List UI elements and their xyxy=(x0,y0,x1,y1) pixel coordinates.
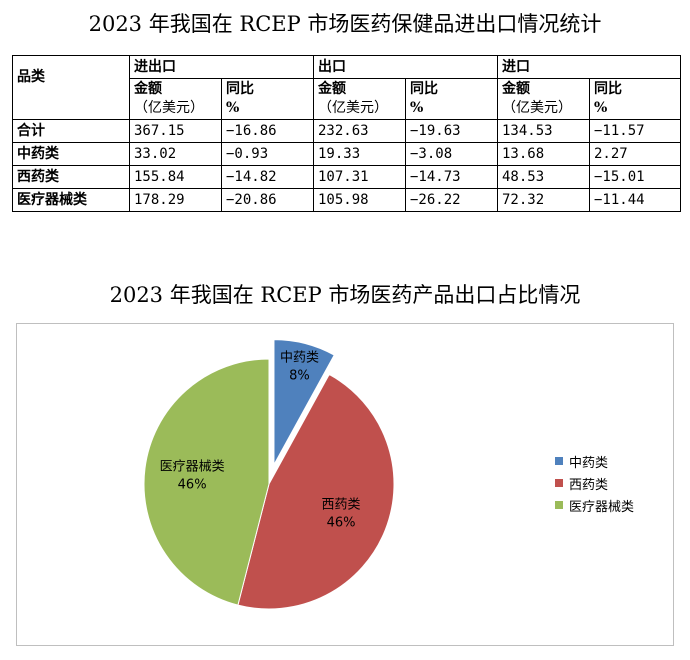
legend-item: 医疗器械类 xyxy=(555,494,634,516)
legend: 中药类 西药类 医疗器械类 xyxy=(555,450,634,516)
group-header-1: 出口 xyxy=(313,55,498,79)
amount-unit: （亿美元） xyxy=(502,100,572,116)
table-cell: 105.98 xyxy=(313,188,406,212)
yoy-unit: % xyxy=(410,100,424,116)
amount-header-2: 金额 （亿美元） xyxy=(497,78,590,120)
stats-table: 品类 进出口 出口 进口 金额 （亿美元） 同比% 金额 （亿美元） 同比% 金额（… xyxy=(12,55,681,212)
slice-value-label: 8% xyxy=(289,368,310,383)
table-cell: 2.27 xyxy=(589,142,681,166)
amount-header-0: 金额 （亿美元） xyxy=(129,78,222,120)
table-title: 2023 年我国在 RCEP 市场医药保健品进出口情况统计 xyxy=(88,12,602,36)
table-row: 医疗器械类 178.29 −20.86 105.98 −26.22 72.32 … xyxy=(12,188,681,212)
table-row: 合计 367.15 −16.86 232.63 −19.63 134.53 −1… xyxy=(12,119,681,143)
table-cell: −26.22 xyxy=(405,188,498,212)
legend-item: 西药类 xyxy=(555,472,634,494)
table-cell: 72.32 xyxy=(497,188,590,212)
legend-swatch xyxy=(555,457,563,465)
table-cell: 367.15 xyxy=(129,119,222,143)
slice-category-label: 中药类 xyxy=(280,350,319,365)
yoy-header-0: 同比% xyxy=(221,78,314,120)
chart-area xyxy=(16,323,674,646)
table-cell: −20.86 xyxy=(221,188,314,212)
amount-label: 金额 xyxy=(502,81,530,97)
table-cell: 178.29 xyxy=(129,188,222,212)
pie-slice xyxy=(237,373,395,610)
slice-category-label: 西药类 xyxy=(322,498,361,513)
legend-label: 西药类 xyxy=(569,477,609,493)
yoy-label: 同比 xyxy=(410,81,438,97)
table-cell: −15.01 xyxy=(589,165,681,189)
row-label: 西药类 xyxy=(12,165,130,189)
amount-unit: （亿美元） xyxy=(134,100,204,116)
table-cell: −11.57 xyxy=(589,119,681,143)
amount-header-1: 金额 （亿美元） xyxy=(313,78,406,120)
row-header: 品类 xyxy=(17,69,45,85)
legend-swatch xyxy=(555,501,563,509)
table-cell: −11.44 xyxy=(589,188,681,212)
legend-swatch xyxy=(555,479,563,487)
pie-slice xyxy=(273,339,335,465)
legend-label: 中药类 xyxy=(569,455,609,471)
amount-label: 金额 xyxy=(134,81,162,97)
table-row: 中药类 33.02 −0.93 19.33 −3.08 13.68 2.27 xyxy=(12,142,681,166)
table-cell: 155.84 xyxy=(129,165,222,189)
slice-value-label: 46% xyxy=(178,477,207,492)
legend-item: 中药类 xyxy=(555,450,634,472)
table-cell: −0.93 xyxy=(221,142,314,166)
amount-unit: （亿美元） xyxy=(318,100,388,116)
yoy-label: 同比 xyxy=(594,81,622,97)
pie-slice xyxy=(143,358,270,606)
table-cell: 33.02 xyxy=(129,142,222,166)
table-cell: −16.86 xyxy=(221,119,314,143)
legend-label: 医疗器械类 xyxy=(569,499,635,515)
yoy-header-2: 同比% xyxy=(589,78,681,120)
table-cell: 134.53 xyxy=(497,119,590,143)
chart-title: 2023 年我国在 RCEP 市场医药产品出口占比情况 xyxy=(109,283,581,307)
table-cell: −14.82 xyxy=(221,165,314,189)
yoy-unit: % xyxy=(594,100,608,116)
yoy-unit: % xyxy=(226,100,240,116)
amount-label: 金额 xyxy=(318,81,346,97)
slice-value-label: 46% xyxy=(327,516,356,531)
slice-category-label: 医疗器械类 xyxy=(160,459,225,474)
table-row: 西药类 155.84 −14.82 107.31 −14.73 48.53 −1… xyxy=(12,165,681,189)
yoy-label: 同比 xyxy=(226,81,254,97)
table-cell: −3.08 xyxy=(405,142,498,166)
table-cell: −14.73 xyxy=(405,165,498,189)
row-header-cell: 品类 xyxy=(12,55,130,120)
